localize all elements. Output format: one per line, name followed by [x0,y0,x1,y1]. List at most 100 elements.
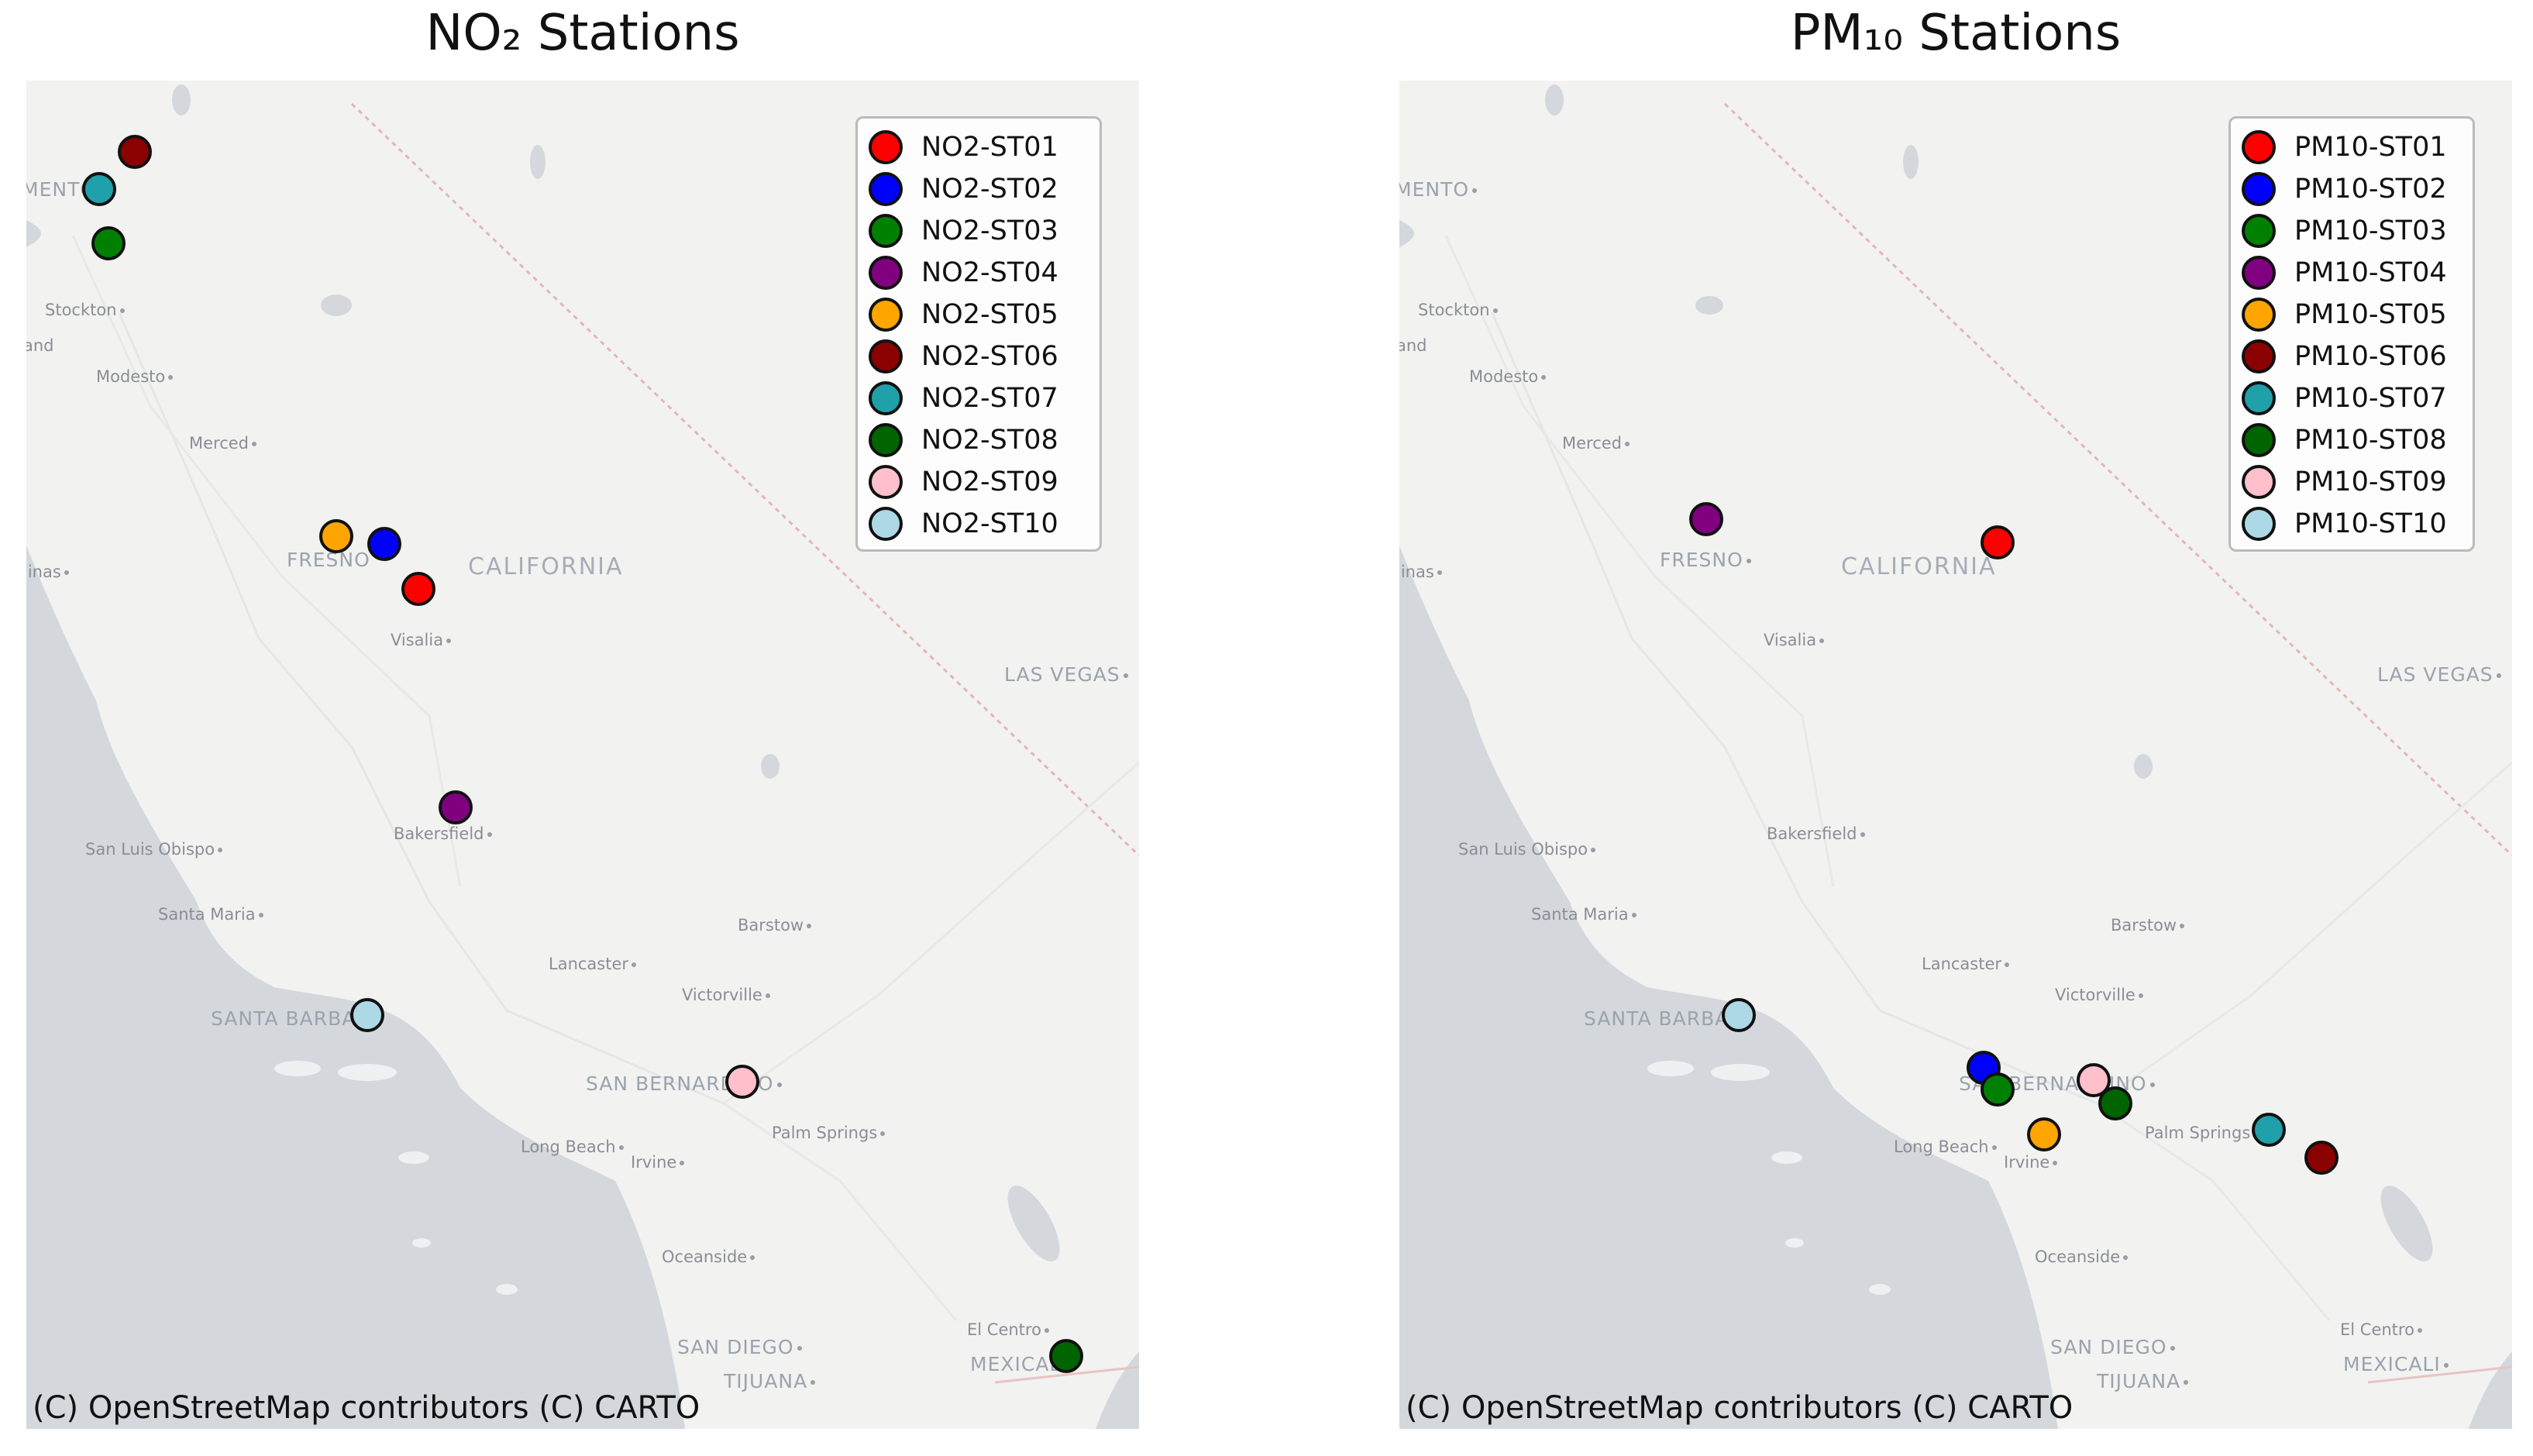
city-label-merced: Merced [189,434,257,453]
station-marker-pm10-st08[interactable] [2098,1086,2132,1120]
city-label-visalia: Visalia [391,631,452,649]
legend-item: PM10-ST06 [2242,336,2465,377]
legend-swatch [869,130,903,164]
station-marker-no2-st07[interactable] [82,172,116,206]
legend-item: NO2-ST09 [869,461,1092,503]
right-map[interactable]: MENTO Stockton and Modesto Merced FRESNO… [1399,81,2512,1429]
legend-swatch [2242,339,2276,373]
city-label-stockton: Stockton [45,301,125,319]
station-marker-no2-st06[interactable] [118,135,152,169]
city-label-salinas: linas [26,563,69,581]
legend-item: PM10-ST09 [2242,461,2465,503]
station-marker-pm10-st04[interactable] [1689,502,1723,536]
city-label-lancaster: Lancaster [1922,955,2010,973]
legend-item: PM10-ST08 [2242,419,2465,461]
legend-label: PM10-ST10 [2294,508,2447,539]
city-label-san-luis-obispo: San Luis Obispo [1458,840,1596,859]
legend-label: NO2-ST09 [921,466,1058,497]
city-label-san-luis-obispo: San Luis Obispo [85,840,223,859]
right-map-title: PM₁₀ Stations [1790,5,2122,62]
legend-swatch [2242,172,2276,206]
legend-swatch [2242,381,2276,415]
map-attribution: (C) OpenStreetMap contributors (C) CARTO [1406,1390,2074,1426]
station-marker-no2-st05[interactable] [319,519,353,553]
station-marker-no2-st08[interactable] [1049,1339,1083,1373]
legend-swatch [869,465,903,499]
station-marker-no2-st04[interactable] [439,790,473,824]
legend-swatch [2242,256,2276,290]
city-label-merced: Merced [1562,434,1630,453]
legend-label: NO2-ST04 [921,257,1058,288]
station-marker-pm10-st10[interactable] [1722,998,1756,1032]
legend-item: NO2-ST05 [869,294,1092,336]
legend-swatch [869,298,903,332]
legend-label: NO2-ST02 [921,174,1058,205]
legend-label: NO2-ST10 [921,508,1058,539]
city-label-santa-maria: Santa Maria [1531,905,1636,924]
legend-swatch [869,423,903,457]
city-label-las-vegas: LAS VEGAS [2377,663,2501,686]
legend-item: NO2-ST01 [869,126,1092,168]
legend-label: NO2-ST03 [921,215,1058,246]
legend-swatch [2242,130,2276,164]
left-map[interactable]: MENTO Stockton and Modesto Merced FRESNO… [26,81,1139,1429]
station-marker-pm10-st01[interactable] [1981,525,2015,559]
city-label-el-centro: El Centro [2340,1320,2422,1339]
legend-swatch [2242,507,2276,541]
legend-swatch [2242,423,2276,457]
city-label-oakland: and [1399,336,1427,355]
legend-label: PM10-ST05 [2294,299,2447,330]
city-label-mexicali: MEXICALI [2343,1353,2449,1375]
legend-item: NO2-ST02 [869,168,1092,210]
legend-label: PM10-ST01 [2294,132,2447,163]
station-marker-pm10-st09[interactable] [2077,1063,2111,1097]
station-legend-right: PM10-ST01 PM10-ST02 PM10-ST03 PM10-ST04 … [2228,116,2475,552]
map-attribution: (C) OpenStreetMap contributors (C) CARTO [33,1390,700,1426]
legend-item: PM10-ST04 [2242,252,2465,294]
city-label-victorville: Victorville [682,986,770,1004]
city-label-oceanside: Oceanside [2035,1248,2129,1266]
station-marker-no2-st02[interactable] [367,527,401,561]
legend-label: NO2-ST07 [921,383,1058,414]
city-label-tijuana: TIJUANA [724,1370,816,1392]
station-marker-pm10-st03[interactable] [1981,1072,2015,1107]
city-label-palm-springs: Palm Springs [2145,1124,2259,1142]
legend-label: PM10-ST04 [2294,257,2447,288]
city-label-barstow: Barstow [2111,916,2185,935]
legend-item: NO2-ST07 [869,377,1092,419]
region-label-california: CALIFORNIA [1841,553,1997,580]
city-label-san-diego: SAN DIEGO [677,1336,802,1358]
city-label-bakersfield: Bakersfield [394,824,492,843]
city-label-las-vegas: LAS VEGAS [1004,663,1128,686]
legend-item: PM10-ST01 [2242,126,2465,168]
station-marker-no2-st01[interactable] [401,572,435,606]
city-label-bakersfield: Bakersfield [1767,824,1865,843]
station-marker-pm10-st06[interactable] [2304,1141,2339,1175]
city-label-santa-barbara: SANTA BARBA [1584,1007,1729,1030]
legend-label: PM10-ST09 [2294,466,2447,497]
legend-item: NO2-ST06 [869,336,1092,377]
legend-item: NO2-ST03 [869,210,1092,252]
station-marker-pm10-st07[interactable] [2252,1113,2286,1147]
legend-swatch [869,214,903,248]
legend-item: NO2-ST04 [869,252,1092,294]
legend-swatch [869,256,903,290]
legend-item: NO2-ST10 [869,503,1092,545]
legend-label: PM10-ST08 [2294,425,2447,456]
legend-swatch [869,507,903,541]
city-label-victorville: Victorville [2055,986,2143,1004]
station-marker-no2-st03[interactable] [91,226,126,260]
city-label-oakland: and [26,336,54,355]
city-label-santa-barbara: SANTA BARBA [211,1007,356,1030]
legend-swatch [869,172,903,206]
station-marker-no2-st10[interactable] [350,998,384,1032]
legend-label: PM10-ST03 [2294,215,2447,246]
station-marker-pm10-st05[interactable] [2027,1117,2061,1151]
city-label-san-diego: SAN DIEGO [2050,1336,2175,1358]
legend-item: PM10-ST02 [2242,168,2465,210]
station-marker-no2-st09[interactable] [725,1065,759,1099]
legend-item: PM10-ST07 [2242,377,2465,419]
legend-label: PM10-ST06 [2294,341,2447,372]
legend-label: PM10-ST02 [2294,174,2447,205]
city-label-fresno: FRESNO [1660,549,1751,571]
